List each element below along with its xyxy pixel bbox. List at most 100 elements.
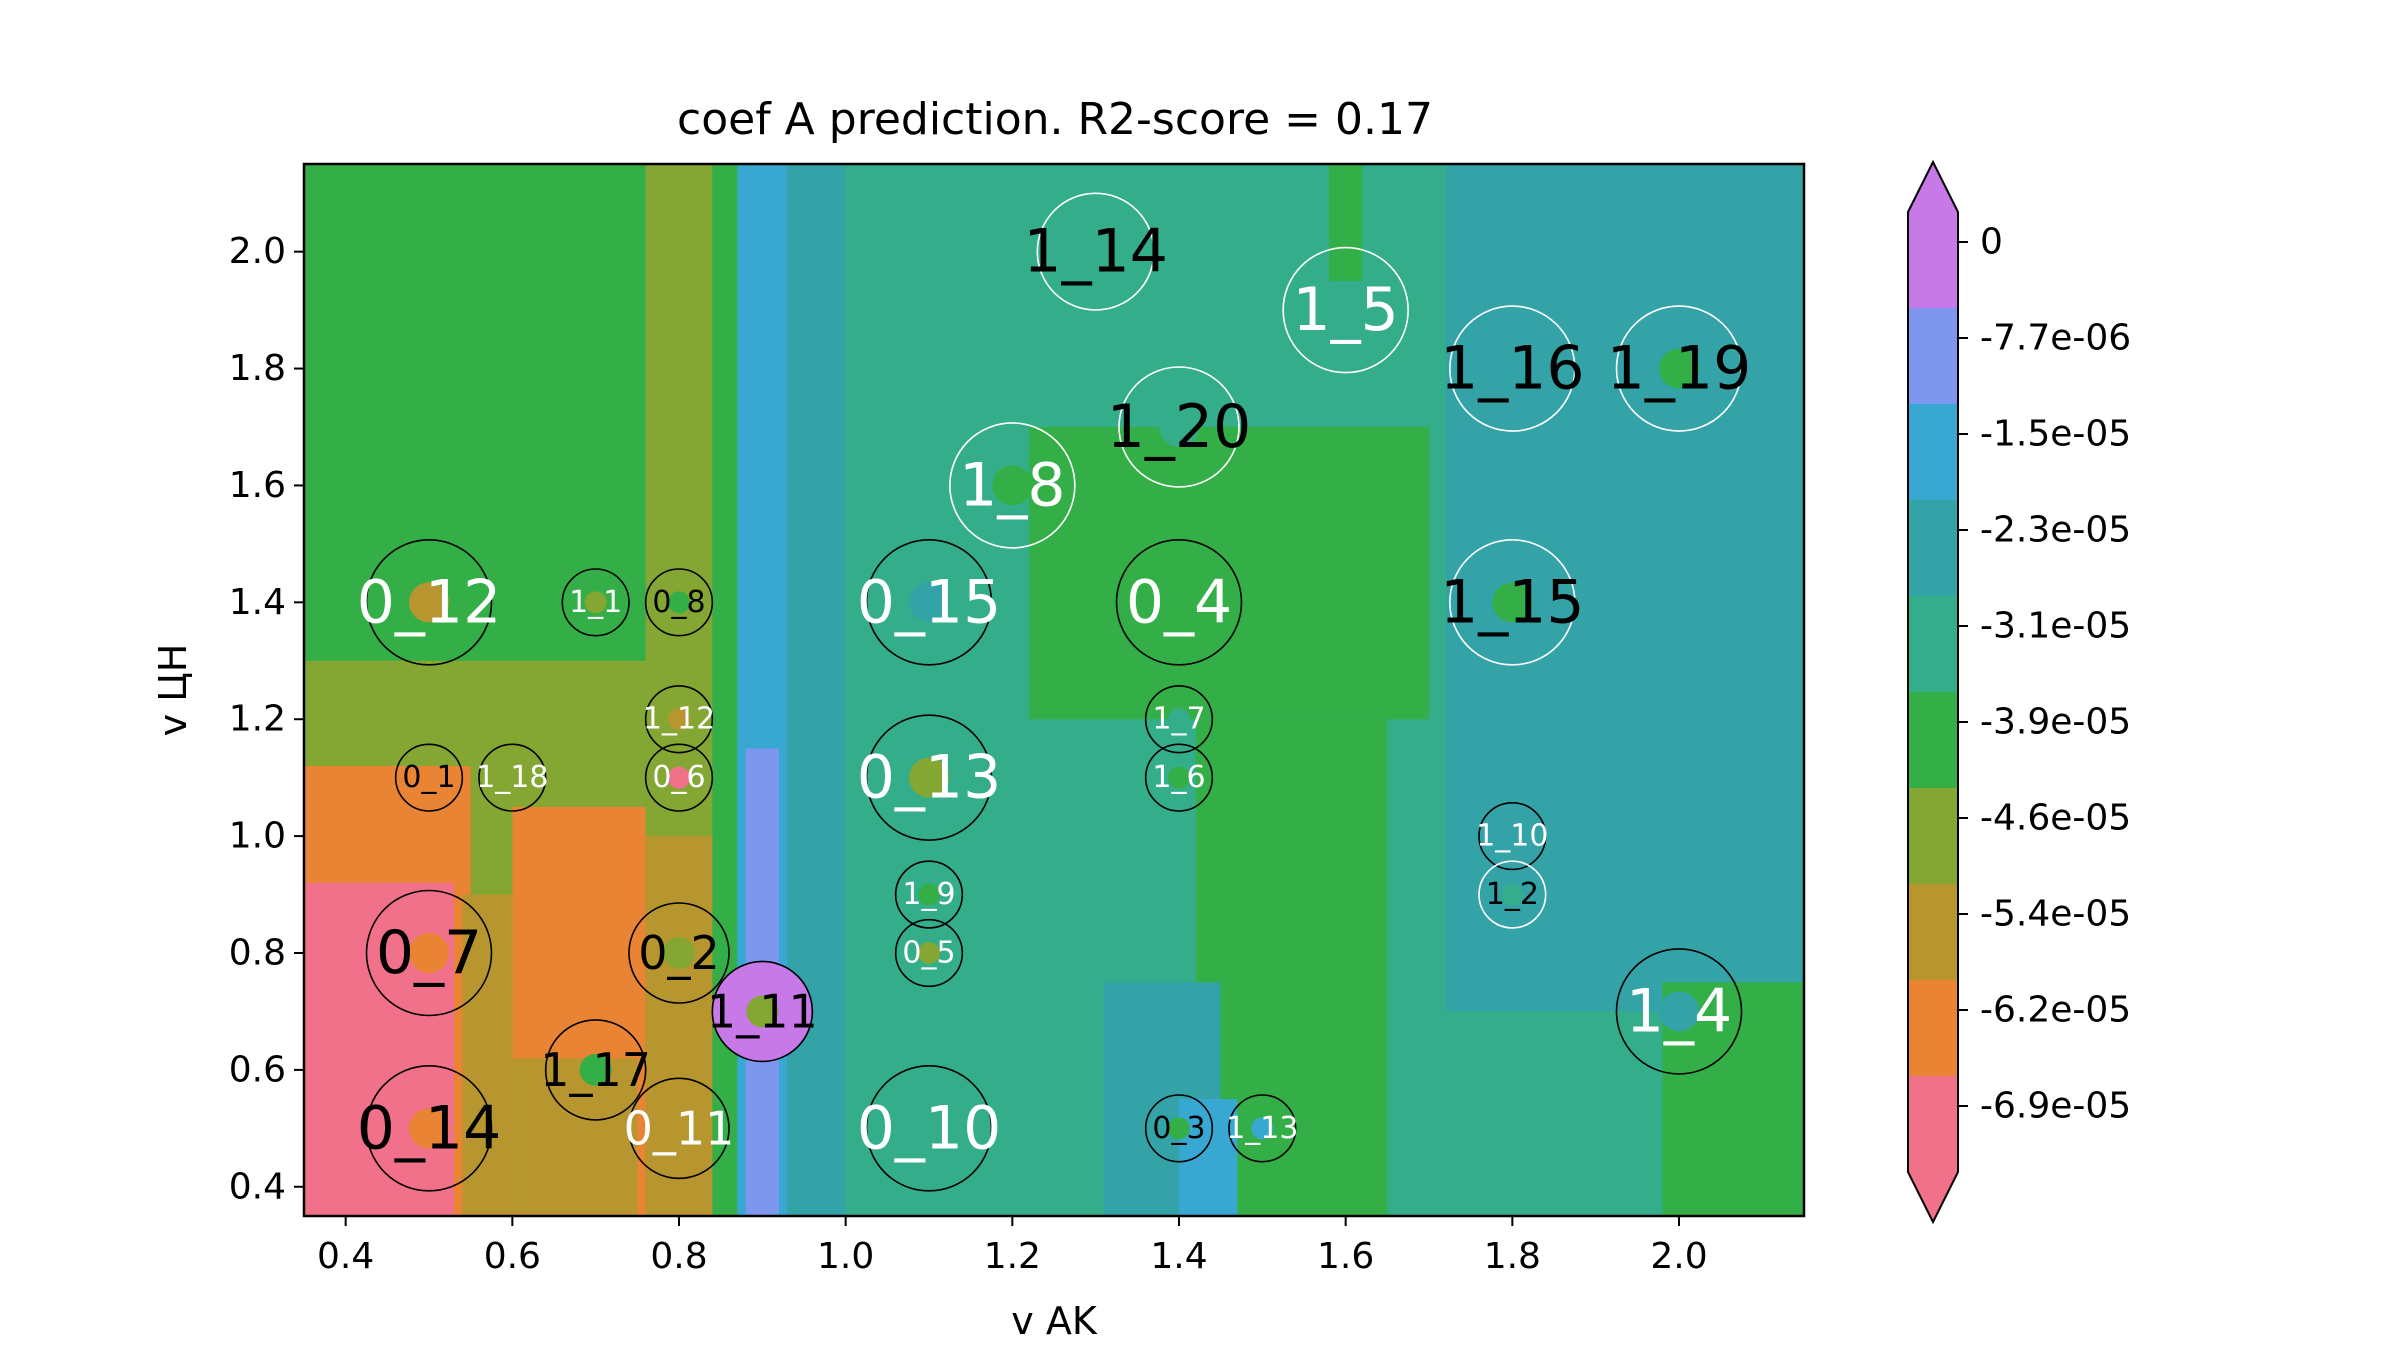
plot-frame (302, 162, 1806, 1218)
point-marker (1501, 883, 1524, 906)
point-ring (1115, 539, 1243, 666)
x-axis: 0.4 0.6 0.8 1.0 1.2 1.4 1.6 1.8 2.0 (317, 1216, 1708, 1277)
colorbar-label: -2.3e-05 (1980, 510, 2131, 551)
chart-title: coef A prediction. R2-score = 0.17 (677, 94, 1433, 145)
point-ring (628, 902, 730, 1004)
colorbar-segment (1908, 596, 1958, 693)
y-tick-label: 0.8 (229, 933, 286, 974)
point-marker (663, 1112, 695, 1145)
point-label: 1_9 (902, 877, 955, 912)
point-label: 0_1 (402, 760, 455, 795)
point-ring (365, 1065, 493, 1192)
points-layer: 1_14 1_5 1_16 1_19 1_20 1_8 0_12 1_1 0_8 0_15 0_4 1… (357, 192, 1751, 1192)
point-marker (1492, 348, 1533, 389)
colorbar-segment (1908, 980, 1958, 1077)
data-point: 1_4 (1615, 948, 1743, 1075)
data-point: 0_5 (894, 918, 964, 988)
point-ring (1478, 801, 1547, 871)
point-label: 0_15 (857, 567, 1002, 637)
data-point: 1_10 (1476, 801, 1548, 871)
point-ring (365, 889, 493, 1017)
point-label: 0_12 (357, 567, 502, 637)
colorbar-segment (1908, 884, 1958, 981)
colorbar-segment (1908, 1076, 1958, 1173)
point-ring (644, 685, 714, 754)
data-point: 0_14 (357, 1065, 501, 1192)
point-ring (865, 539, 993, 666)
point-marker (409, 1108, 449, 1149)
point-ring (865, 714, 993, 841)
x-tick-label: 1.0 (817, 1236, 874, 1277)
point-label: 1_17 (540, 1043, 651, 1097)
point-ring (1144, 743, 1214, 812)
colorbar-segment (1908, 692, 1958, 789)
y-tick-label: 1.6 (229, 465, 286, 506)
point-ring (1228, 1094, 1297, 1163)
point-ring (1478, 860, 1547, 929)
point-marker (918, 883, 940, 906)
y-tick-label: 1.4 (229, 582, 286, 623)
contour-region (845, 514, 1029, 1216)
point-marker (418, 766, 440, 789)
colorbar: 0 -7.7e-06 -1.5e-05 -2.3e-05 -3.1e-05 -3.9e-0… (1907, 159, 2131, 1225)
point-ring (1036, 192, 1155, 311)
point-label: 1_1 (569, 585, 622, 620)
data-point: 0_13 (857, 714, 1002, 841)
data-point: 1_2 (1478, 860, 1547, 929)
contour-region (1329, 164, 1363, 281)
point-marker (668, 766, 690, 789)
point-ring (394, 743, 464, 812)
point-marker (1159, 407, 1199, 447)
point-marker (1492, 582, 1533, 623)
point-marker (1075, 231, 1116, 272)
data-point: 1_9 (894, 860, 964, 929)
y-axis: 0.4 0.6 0.8 1.0 1.2 1.4 1.6 1.8 2.0 (229, 231, 304, 1207)
data-point: 0_4 (1115, 539, 1243, 666)
contour-region (462, 894, 513, 1216)
plot-area (304, 164, 1804, 1216)
x-tick-label: 1.6 (1317, 1236, 1374, 1277)
point-ring (894, 918, 964, 988)
point-marker (1659, 348, 1699, 389)
colorbar-label: -3.9e-05 (1980, 702, 2131, 743)
contour-region (645, 836, 713, 1216)
y-tick-label: 1.2 (229, 699, 286, 740)
data-point: 0_12 (357, 539, 502, 666)
colorbar-extend-top (1908, 162, 1958, 212)
data-point: 0_8 (644, 568, 714, 637)
point-marker (1325, 290, 1366, 331)
point-ring (949, 422, 1076, 549)
colorbar-label: -7.7e-06 (1980, 318, 2131, 359)
point-label: 1_5 (1292, 275, 1398, 345)
data-point: 1_8 (949, 422, 1076, 549)
y-tick-label: 2.0 (229, 231, 286, 272)
colorbar-segment (1908, 404, 1958, 501)
data-point: 1_20 (1107, 366, 1251, 488)
point-ring (1144, 1094, 1214, 1163)
y-tick-label: 1.0 (229, 816, 286, 857)
point-marker (1168, 708, 1190, 731)
point-ring (561, 568, 630, 637)
point-ring (628, 1077, 730, 1180)
point-marker (584, 591, 607, 614)
point-marker (1159, 582, 1199, 623)
colorbar-label: -6.9e-05 (1980, 1086, 2131, 1127)
point-label: 1_13 (1226, 1111, 1298, 1146)
point-label: 0_13 (857, 743, 1002, 813)
point-marker (1168, 1117, 1190, 1140)
contour-region (712, 164, 738, 1216)
y-tick-label: 1.8 (229, 348, 286, 389)
point-label: 1_4 (1626, 976, 1732, 1046)
point-ring (644, 743, 714, 812)
colorbar-label: -6.2e-05 (1980, 990, 2131, 1031)
contour-region (1029, 427, 1429, 720)
contour-region (512, 1058, 638, 1216)
point-marker (918, 942, 940, 964)
contour-region (787, 164, 846, 1216)
point-label: 0_7 (376, 918, 482, 988)
colorbar-segment (1908, 308, 1958, 405)
point-marker (663, 937, 695, 969)
point-marker (746, 995, 779, 1028)
x-tick-label: 1.8 (1484, 1236, 1541, 1277)
colorbar-segment (1908, 500, 1958, 597)
